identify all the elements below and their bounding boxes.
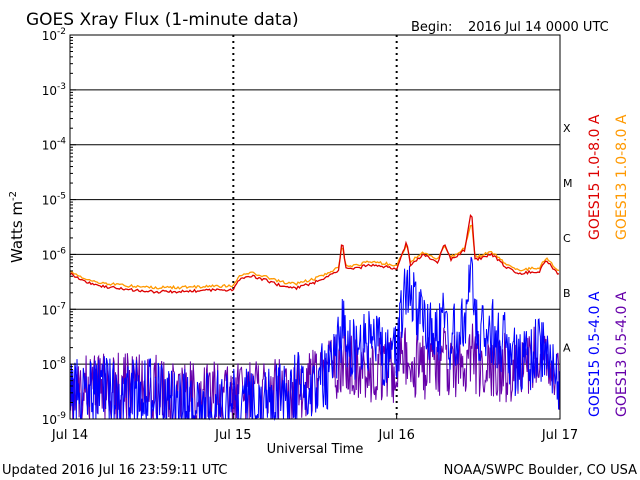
y-tick-label: 10-9	[42, 411, 67, 427]
y-tick-label-base: 10	[42, 358, 57, 372]
updated-timestamp: Updated 2016 Jul 16 23:59:11 UTC	[2, 463, 227, 478]
x-tick-label: Jul 14	[51, 428, 88, 443]
y-tick-label-exponent: -5	[57, 192, 66, 202]
y-tick-label-base: 10	[42, 29, 57, 43]
y-tick-label-exponent: -2	[57, 27, 66, 37]
y-tick-label-base: 10	[42, 139, 57, 153]
chart-title: GOES Xray Flux (1-minute data)	[26, 10, 299, 30]
y-tick-label: 10-5	[42, 192, 66, 208]
credit-text: NOAA/SWPC Boulder, CO USA	[444, 463, 637, 478]
legend-goes15-long: GOES15 1.0-8.0 A	[587, 114, 603, 240]
y-tick-label-exponent: -3	[57, 82, 66, 92]
y-axis: 10-910-810-710-610-510-410-310-2	[42, 27, 76, 427]
y-tick-label-base: 10	[42, 194, 57, 208]
x-tick-label: Jul 15	[214, 428, 251, 443]
legend-goes13-long: GOES13 1.0-8.0 A	[614, 114, 630, 240]
begin-value: 2016 Jul 14 0000 UTC	[468, 20, 609, 35]
flare-class-c: C	[563, 232, 571, 245]
y-tick-label: 10-8	[42, 356, 67, 372]
plot-frame	[69, 34, 561, 420]
x-axis: Jul 14 Jul 15 Jul 16 Jul 17	[51, 413, 578, 443]
legend-goes13-short: GOES13 0.5-4.0 A	[614, 291, 630, 417]
flare-class-m: M	[563, 177, 573, 190]
y-tick-label-exponent: -4	[57, 137, 66, 147]
y-axis-title: Watts m-2	[8, 191, 26, 263]
flare-class-labels: A B C M X	[563, 122, 573, 354]
legend-goes15-short: GOES15 0.5-4.0 A	[587, 291, 603, 417]
y-tick-label-exponent: -9	[57, 411, 66, 421]
flare-class-a: A	[563, 342, 571, 355]
x-tick-label: Jul 16	[377, 428, 414, 443]
series-line-1	[69, 224, 560, 290]
y-tick-label-exponent: -7	[57, 301, 66, 311]
y-tick-label-base: 10	[42, 248, 57, 262]
y-tick-label: 10-6	[42, 246, 67, 262]
series-line-0	[69, 214, 560, 294]
series-line-2	[69, 256, 561, 421]
legend: GOES15 1.0-8.0 A GOES13 1.0-8.0 A GOES15…	[587, 114, 630, 417]
y-tick-label-exponent: -8	[57, 356, 66, 366]
y-tick-label-base: 10	[42, 303, 57, 317]
y-tick-label: 10-3	[42, 82, 66, 98]
y-tick-label: 10-2	[42, 27, 66, 43]
x-axis-title: Universal Time	[267, 442, 364, 457]
flare-class-b: B	[563, 287, 571, 300]
y-tick-label: 10-7	[42, 301, 66, 317]
y-tick-label: 10-4	[42, 137, 67, 153]
y-tick-label-base: 10	[42, 84, 57, 98]
y-tick-label-base: 10	[42, 413, 57, 427]
y-tick-label-exponent: -6	[57, 246, 66, 256]
flare-class-x: X	[563, 122, 571, 135]
y-axis-title-exponent: -2	[8, 191, 19, 201]
x-tick-label: Jul 17	[541, 428, 578, 443]
y-axis-title-text: Watts m	[8, 201, 26, 263]
begin-label: Begin:	[411, 20, 452, 35]
series-layer	[69, 214, 561, 421]
